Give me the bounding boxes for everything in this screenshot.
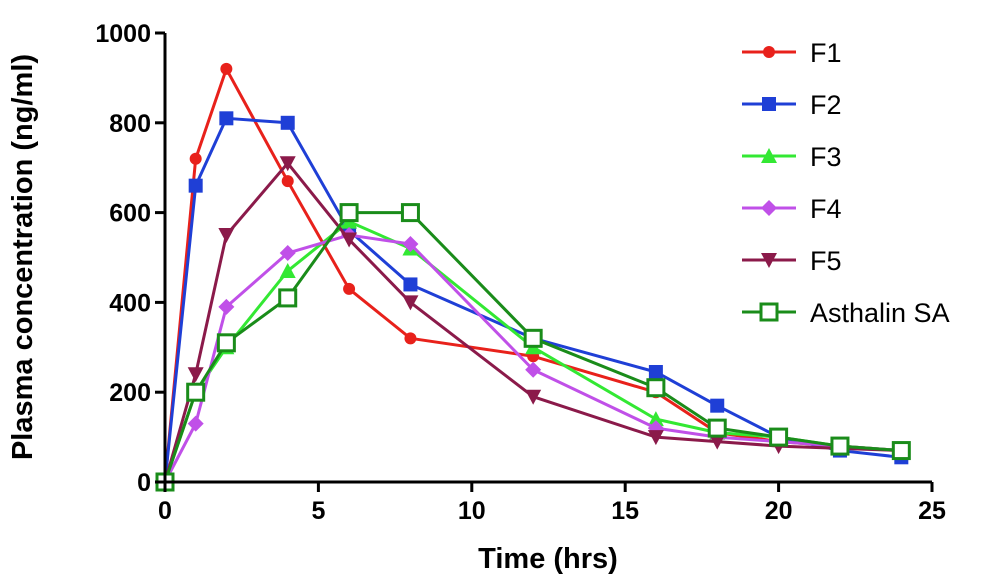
legend-swatch-marker [761, 148, 777, 163]
data-point-f2 [188, 178, 203, 193]
y-tick-label: 1000 [95, 20, 151, 48]
legend-item-f1: F1 [742, 38, 842, 68]
x-tick-label: 20 [765, 497, 793, 525]
legend-item-asthalin-sa: Asthalin SA [742, 298, 950, 328]
series-asthalin-sa [155, 203, 911, 492]
y-tick-label: 600 [109, 200, 151, 228]
legend-item-f4: F4 [742, 194, 842, 224]
data-point-asthalin-sa [523, 328, 543, 348]
data-point-f2 [403, 277, 418, 292]
data-point-f5 [187, 367, 204, 383]
data-point-f1 [281, 175, 294, 188]
data-point-asthalin-sa [830, 436, 850, 456]
legend-swatch-marker [759, 302, 779, 322]
data-point-f5 [279, 156, 296, 172]
series-line-f1 [163, 67, 902, 483]
legend-label: F5 [810, 246, 842, 276]
x-tick-label: 25 [918, 497, 946, 525]
data-point-asthalin-sa [769, 427, 789, 447]
legend-swatch-marker [762, 97, 776, 111]
legend: F1 F2 F3 F4 F5 Asthalin SA [742, 38, 950, 328]
ticks: 0 5 10 15 20 25 0 200 400 600 800 1000 [95, 20, 946, 525]
series-f2 [158, 111, 909, 489]
data-point-f5 [341, 232, 358, 248]
legend-item-f2: F2 [742, 90, 842, 120]
data-point-asthalin-sa [400, 203, 420, 223]
data-point-f4 [279, 245, 296, 262]
legend-swatch-marker [761, 200, 777, 216]
legend-label: F2 [810, 90, 842, 120]
data-point-f5 [647, 430, 664, 446]
data-point-asthalin-sa [278, 288, 298, 308]
data-point-f4 [525, 361, 542, 378]
data-point-f1 [189, 152, 202, 165]
y-tick-label: 400 [109, 289, 151, 317]
legend-label: F4 [810, 194, 842, 224]
data-point-f2 [648, 364, 663, 379]
x-tick-label: 15 [611, 497, 639, 525]
series-line-f5 [163, 161, 902, 483]
series-line-f4 [163, 233, 902, 483]
data-point-asthalin-sa [646, 378, 666, 398]
data-point-f1 [220, 62, 233, 75]
axes [163, 33, 932, 484]
series-layer [155, 62, 911, 492]
data-point-asthalin-sa [186, 382, 206, 402]
data-point-f1 [343, 282, 356, 295]
data-point-f4 [402, 236, 419, 253]
x-axis-title: Time (hrs) [478, 543, 618, 575]
legend-label: Asthalin SA [810, 298, 950, 328]
series-line-f2 [163, 116, 902, 483]
data-point-asthalin-sa [707, 418, 727, 438]
data-point-f5 [402, 295, 419, 311]
y-tick-label: 200 [109, 379, 151, 407]
legend-item-f3: F3 [742, 142, 842, 172]
data-point-asthalin-sa [339, 203, 359, 223]
y-tick-label: 0 [137, 469, 151, 497]
legend-label: F1 [810, 38, 842, 68]
legend-label: F3 [810, 142, 842, 172]
data-point-f1 [404, 332, 417, 345]
x-tick-label: 10 [458, 497, 486, 525]
x-tick-label: 5 [311, 497, 325, 525]
data-point-f3 [647, 411, 664, 427]
legend-swatch-marker [761, 253, 777, 268]
data-point-f2 [219, 111, 234, 126]
data-point-f2 [710, 398, 725, 413]
x-tick-label: 0 [158, 497, 172, 525]
data-point-f4 [187, 415, 204, 432]
y-tick-label: 800 [109, 110, 151, 138]
data-point-f3 [279, 262, 296, 278]
data-point-f5 [218, 228, 235, 244]
y-axis-title: Plasma concentration (ng/ml) [7, 54, 39, 460]
data-point-asthalin-sa [216, 333, 236, 353]
data-point-asthalin-sa [891, 441, 911, 461]
data-point-f5 [709, 434, 726, 450]
series-f1 [159, 62, 908, 488]
legend-item-f5: F5 [742, 246, 842, 276]
legend-swatch-marker [763, 46, 775, 58]
data-point-f2 [280, 115, 295, 130]
data-point-f4 [218, 298, 235, 315]
data-point-f5 [525, 389, 542, 405]
